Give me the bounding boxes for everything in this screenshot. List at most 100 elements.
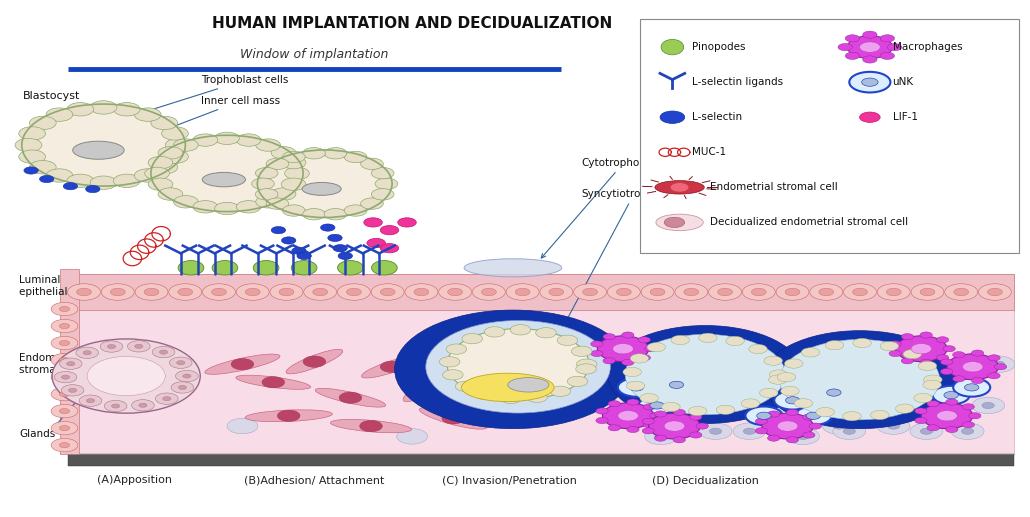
Circle shape (313, 288, 328, 296)
Circle shape (992, 361, 1004, 367)
Circle shape (623, 367, 642, 376)
Circle shape (91, 176, 117, 189)
Circle shape (888, 43, 901, 51)
Circle shape (367, 238, 385, 248)
Ellipse shape (508, 377, 549, 392)
Circle shape (671, 183, 689, 192)
Circle shape (920, 359, 932, 366)
Circle shape (446, 344, 467, 354)
Circle shape (810, 423, 822, 429)
Circle shape (786, 409, 798, 416)
Circle shape (953, 352, 965, 358)
Circle shape (139, 403, 147, 407)
Circle shape (163, 397, 171, 401)
Circle shape (60, 425, 70, 431)
Ellipse shape (661, 39, 684, 55)
Circle shape (768, 375, 787, 384)
Circle shape (266, 158, 288, 170)
Circle shape (443, 370, 464, 380)
Circle shape (152, 346, 175, 358)
Circle shape (360, 158, 383, 170)
Circle shape (380, 288, 396, 296)
Circle shape (778, 421, 798, 431)
Circle shape (920, 332, 932, 338)
Circle shape (878, 418, 909, 434)
Circle shape (76, 288, 92, 296)
Ellipse shape (403, 373, 452, 402)
Circle shape (846, 35, 860, 42)
Circle shape (214, 202, 239, 215)
Circle shape (414, 288, 428, 296)
Circle shape (577, 359, 597, 369)
Ellipse shape (73, 141, 125, 159)
Circle shape (971, 377, 984, 384)
Circle shape (613, 344, 633, 354)
Circle shape (655, 433, 667, 439)
Circle shape (654, 411, 666, 417)
Circle shape (766, 361, 799, 377)
Circle shape (756, 397, 789, 414)
Circle shape (608, 284, 641, 300)
Circle shape (751, 288, 766, 296)
Ellipse shape (656, 214, 703, 231)
Circle shape (439, 284, 472, 300)
Text: L-selectin: L-selectin (692, 112, 742, 122)
Circle shape (19, 150, 45, 163)
Circle shape (962, 361, 983, 372)
Circle shape (62, 385, 83, 396)
Circle shape (801, 348, 820, 357)
Circle shape (903, 349, 922, 359)
Circle shape (860, 42, 881, 52)
Circle shape (863, 56, 878, 63)
Circle shape (251, 178, 274, 189)
Circle shape (850, 72, 891, 93)
Circle shape (808, 358, 840, 375)
Circle shape (394, 310, 631, 429)
Circle shape (281, 157, 306, 169)
Circle shape (863, 31, 878, 38)
Circle shape (501, 393, 521, 404)
Circle shape (776, 284, 809, 300)
Circle shape (60, 374, 70, 379)
Circle shape (823, 418, 856, 434)
Circle shape (101, 284, 134, 300)
Circle shape (574, 284, 607, 300)
Circle shape (696, 423, 709, 429)
Circle shape (825, 341, 844, 350)
Circle shape (60, 443, 70, 448)
Circle shape (67, 174, 94, 188)
Circle shape (982, 356, 1015, 372)
Circle shape (211, 288, 227, 296)
Circle shape (616, 288, 631, 296)
Circle shape (994, 363, 1006, 370)
Circle shape (880, 35, 894, 42)
Circle shape (442, 413, 465, 424)
Circle shape (682, 354, 694, 359)
Circle shape (962, 404, 974, 410)
Circle shape (671, 336, 689, 345)
Circle shape (698, 333, 717, 342)
Circle shape (810, 284, 843, 300)
Circle shape (642, 428, 654, 434)
Circle shape (672, 348, 705, 364)
Circle shape (971, 397, 1004, 414)
Circle shape (473, 284, 506, 300)
Circle shape (297, 252, 311, 260)
Circle shape (506, 284, 539, 300)
Circle shape (135, 284, 168, 300)
Text: L-selectin ligands: L-selectin ligands (692, 77, 783, 87)
Circle shape (171, 382, 194, 393)
Circle shape (794, 399, 813, 408)
Circle shape (68, 284, 101, 300)
Circle shape (236, 201, 261, 213)
Circle shape (596, 408, 609, 414)
Circle shape (303, 356, 325, 367)
Circle shape (540, 284, 573, 300)
Circle shape (710, 428, 722, 434)
Ellipse shape (302, 183, 341, 195)
Circle shape (769, 370, 788, 379)
Circle shape (255, 189, 278, 200)
Circle shape (762, 331, 957, 429)
Text: uNK: uNK (893, 77, 914, 87)
Bar (68, 454, 1014, 466)
